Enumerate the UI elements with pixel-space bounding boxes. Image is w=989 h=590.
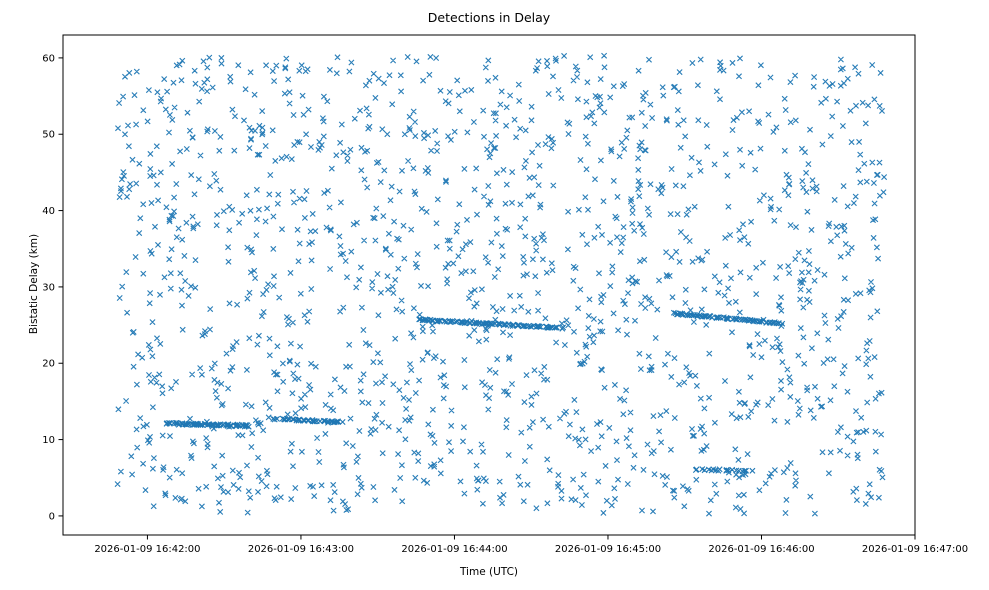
x-axis-label: Time (UTC): [459, 566, 519, 578]
y-tick-label: 0: [49, 511, 55, 522]
noise-points: [114, 52, 888, 517]
x-tick-label: 2026-01-09 16:44:00: [401, 544, 507, 555]
y-tick-label: 20: [42, 359, 55, 370]
x-tick-label: 2026-01-09 16:42:00: [94, 544, 200, 555]
x-tick-label: 2026-01-09 16:45:00: [555, 544, 661, 555]
y-tick-label: 40: [42, 206, 55, 217]
target-track-1-points: [163, 419, 252, 430]
x-tick-label: 2026-01-09 16:43:00: [248, 544, 354, 555]
y-axis-label: Bistatic Delay (km): [28, 233, 40, 335]
target-track-4-points: [672, 310, 786, 327]
chart-title: Detections in Delay: [427, 10, 551, 25]
x-tick-label: 2026-01-09 16:47:00: [862, 544, 968, 555]
y-tick-label: 10: [42, 435, 55, 446]
y-tick-label: 60: [42, 53, 55, 64]
y-tick-label: 50: [42, 130, 55, 141]
target-track-2-points: [270, 415, 346, 426]
y-tick-label: 30: [42, 282, 55, 293]
x-tick-label: 2026-01-09 16:46:00: [708, 544, 814, 555]
target-track-3-points: [416, 316, 567, 332]
axes-box: [62, 34, 916, 536]
target-track-5-points: [692, 466, 756, 475]
